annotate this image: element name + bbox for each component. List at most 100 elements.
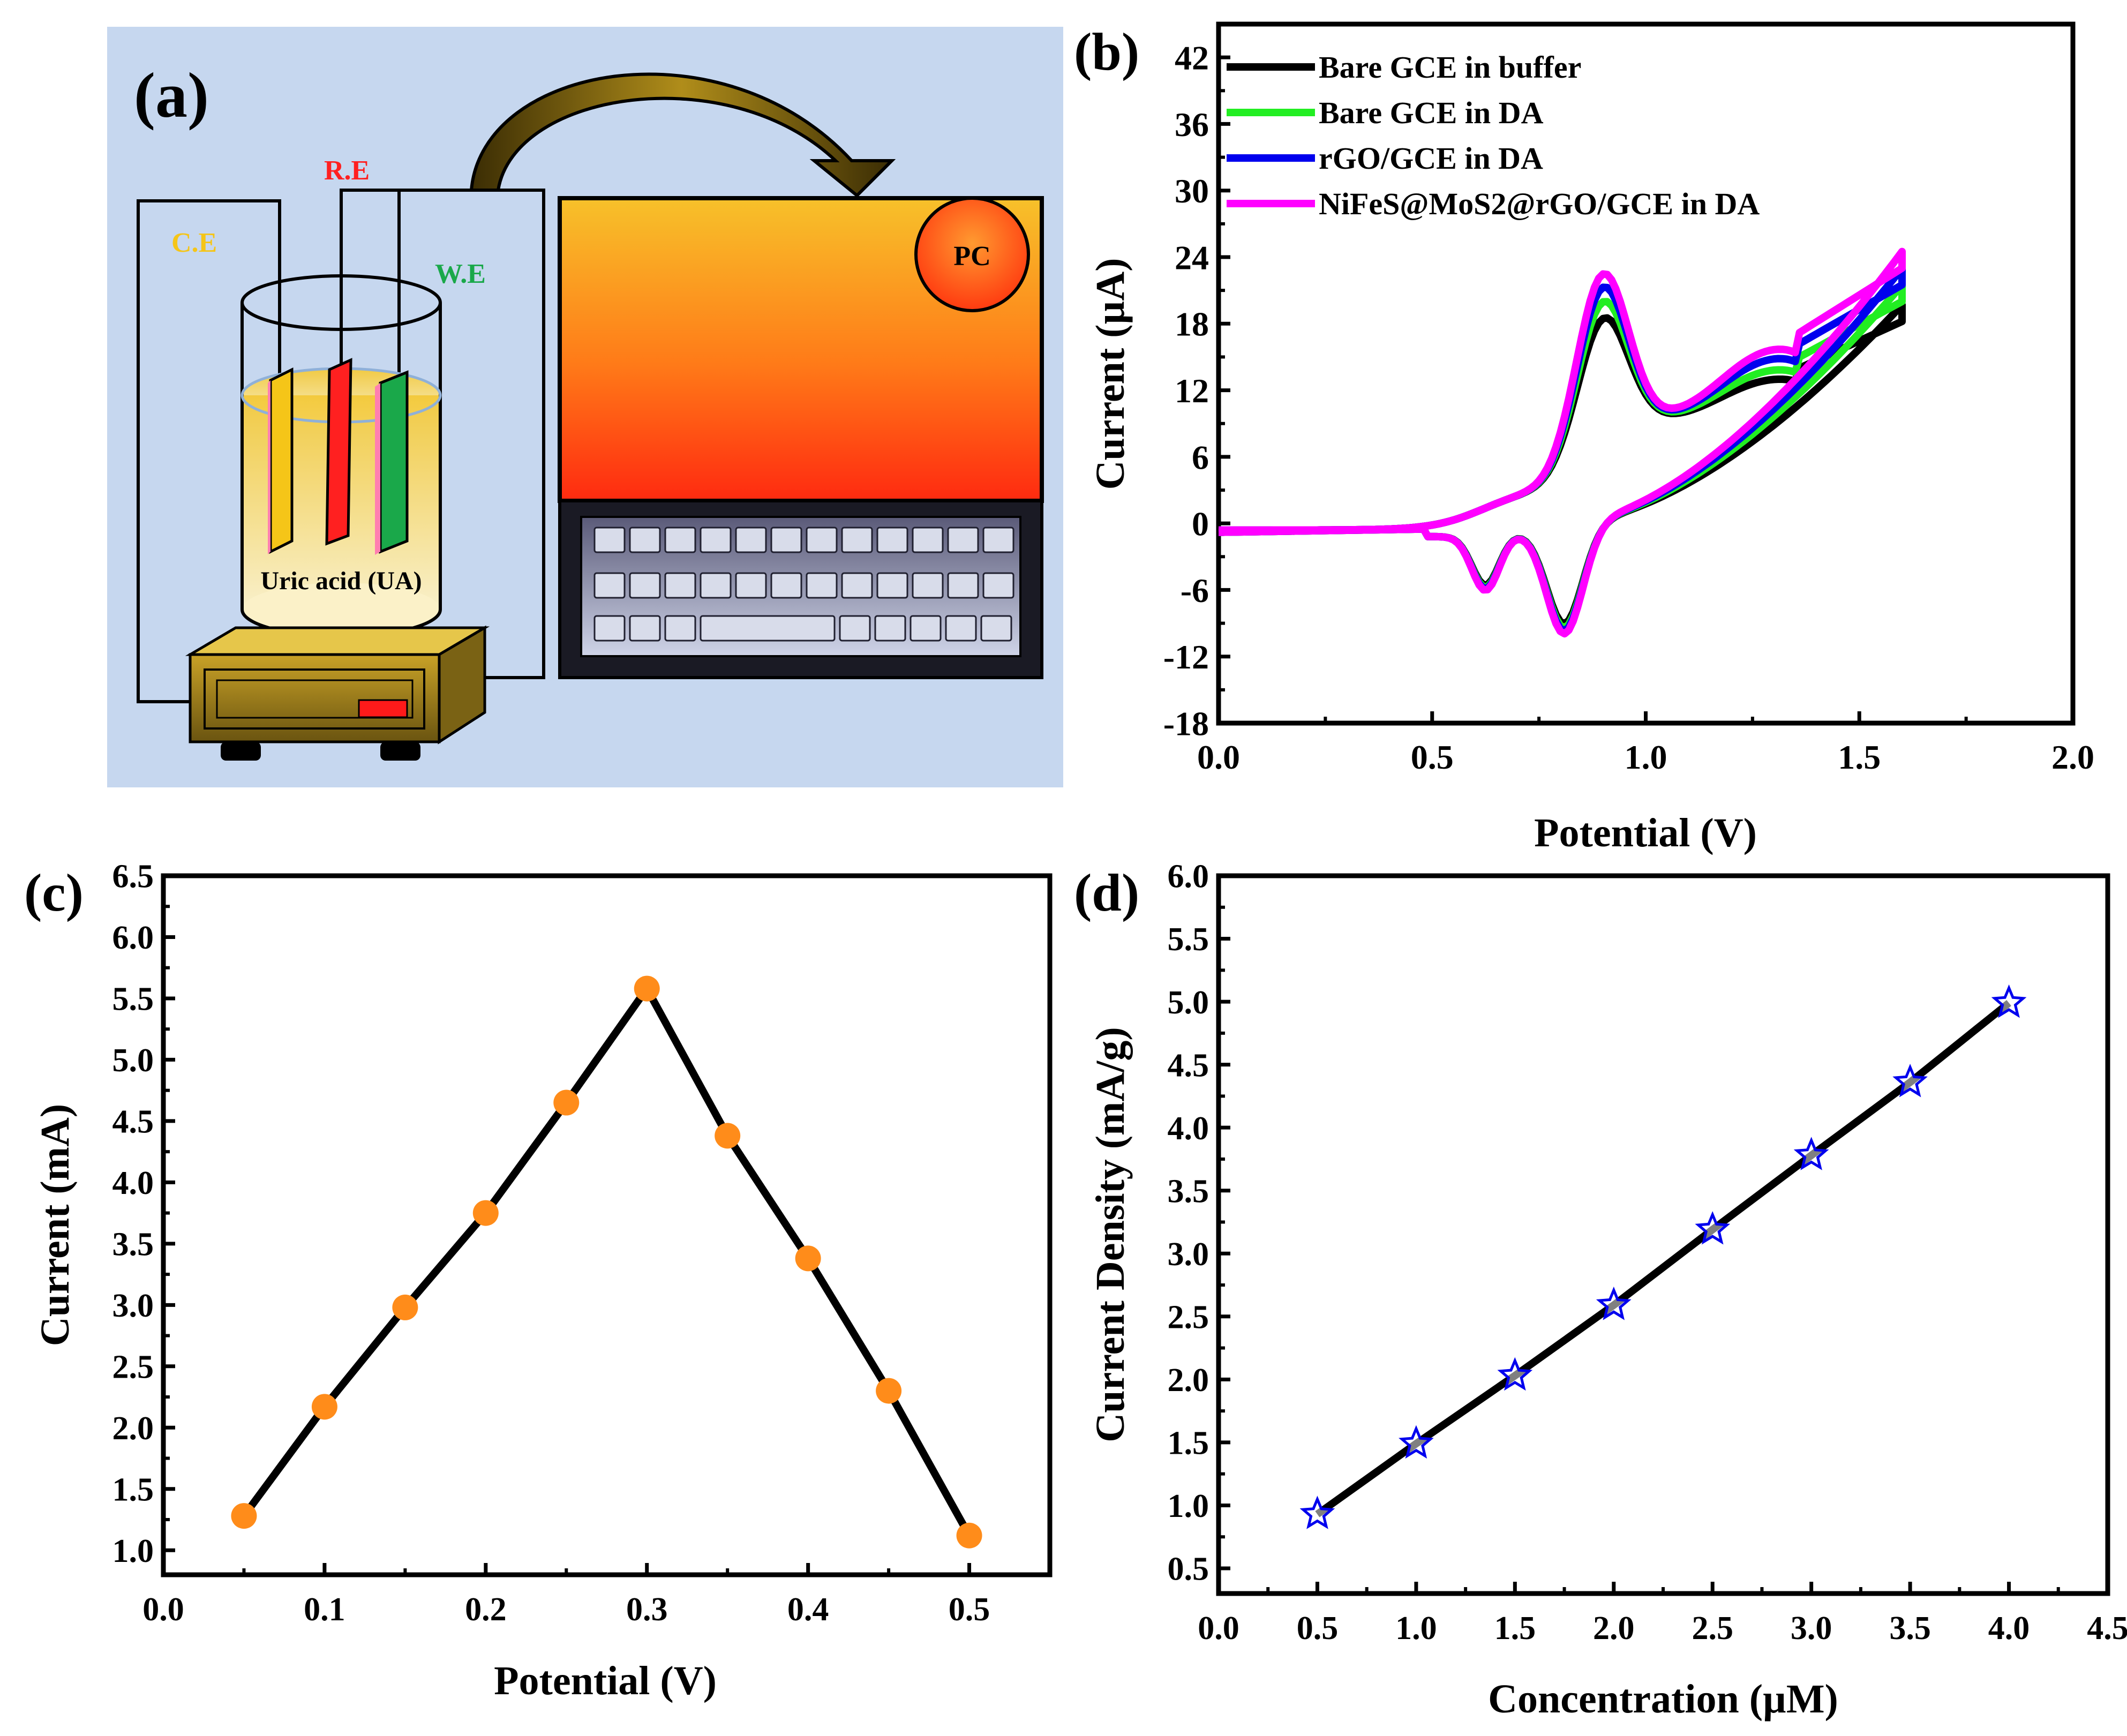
keyboard-key — [912, 527, 944, 553]
transfer-arrow-icon — [469, 72, 896, 198]
data-point — [634, 975, 660, 1002]
keyboard-key — [700, 572, 732, 599]
data-point-star — [1497, 1357, 1533, 1391]
panel-b-xlabel: Potential (V) — [1534, 810, 1757, 855]
keyboard-key — [629, 615, 661, 642]
x-tick-label: 0.0 — [142, 1591, 184, 1628]
x-tick-label: 3.0 — [1791, 1610, 1832, 1647]
computer-icon: PC — [558, 196, 1044, 679]
panel-b-chart: (b) 0.0 0.5 1.0 1.5 2.0 -18 -12 -6 0 6 12 18 24 30 36 4… — [1074, 21, 2094, 855]
x-tick-label: 1.5 — [1838, 738, 1881, 776]
data-point — [231, 1503, 257, 1529]
keyboard-key — [945, 615, 977, 642]
x-tick-label: 0.5 — [1297, 1610, 1339, 1647]
panel-c-label: (c) — [24, 863, 84, 922]
potentiostat-icon — [185, 625, 490, 761]
y-tick-label: 6.5 — [112, 859, 154, 895]
panel-d-xlabel: Concentration (µM) — [1488, 1677, 1838, 1722]
panel-a-label: (a) — [134, 59, 209, 131]
counter-electrode-icon — [269, 367, 294, 554]
y-tick-label: 2.0 — [1168, 1362, 1209, 1399]
keyboard-key — [770, 572, 802, 599]
y-tick-label: 1.0 — [112, 1533, 154, 1569]
keyboard-key — [593, 527, 626, 553]
panel-b-ylabel: Current (µA) — [1088, 258, 1133, 490]
data-point-star — [1399, 1425, 1434, 1459]
panel-d-chart: (d) 0.0 0.5 1.0 1.5 2.0 2.5 3.0 3.5 4.0 4.5 0.5 1.0… — [1074, 859, 2127, 1722]
legend-entry: NiFeS@MoS2@rGO/GCE in DA — [1319, 186, 1760, 221]
y-tick-label: 1.5 — [112, 1471, 154, 1508]
re-label: R.E — [324, 155, 370, 186]
data-point-star — [1892, 1063, 1928, 1098]
y-tick-label: 4.5 — [112, 1104, 154, 1140]
keyboard-key — [770, 527, 802, 553]
keyboard-key — [876, 572, 908, 599]
panel-a-schematic: C.E R.E W.E Uric acid (UA) (a) PC — [107, 27, 1063, 787]
panel-c-frame — [161, 873, 1053, 1577]
data-point-star — [1596, 1287, 1632, 1320]
y-tick-label: 5.5 — [1168, 921, 1209, 958]
panel-b-legend: Bare GCE in buffer Bare GCE in DA rGO/GCE … — [1227, 50, 1760, 221]
keyboard-key — [735, 572, 767, 599]
x-tick-label: 0.1 — [304, 1591, 345, 1628]
y-tick-label: -12 — [1163, 638, 1209, 676]
keyboard-key — [912, 572, 944, 599]
y-tick-label: 2.0 — [112, 1410, 154, 1447]
data-point — [876, 1378, 902, 1404]
y-tick-label: 5.5 — [112, 981, 154, 1018]
panel-b-label: (b) — [1074, 22, 1139, 81]
x-tick-label: 4.0 — [1988, 1610, 2030, 1647]
series-line — [1315, 999, 2011, 1517]
keyboard-key — [700, 615, 836, 642]
solution-label: Uric acid (UA) — [260, 567, 422, 595]
keyboard-key — [629, 527, 661, 553]
data-point — [795, 1245, 821, 1272]
panel-c-chart: (c) 0.0 0.1 0.2 0.3 0.4 0.5 1.0 1.5 2.0 2.5 3.0 3.5… — [24, 859, 1053, 1703]
keyboard-key — [629, 572, 661, 599]
y-tick-label: 18 — [1175, 305, 1209, 343]
keyboard-key — [874, 615, 906, 642]
ce-wire — [137, 199, 281, 703]
x-tick-label: 0.4 — [787, 1591, 829, 1628]
y-tick-label: -6 — [1181, 572, 1209, 610]
data-point — [392, 1294, 418, 1320]
x-tick-label: 0.2 — [465, 1591, 507, 1628]
data-point-star — [1991, 984, 2027, 1018]
panel-c-ylabel: Current (mA) — [33, 1104, 78, 1346]
y-tick-label: 24 — [1175, 238, 1209, 276]
keyboard-key — [593, 615, 626, 642]
keyboard-key — [947, 527, 979, 553]
pc-badge — [914, 197, 1030, 312]
keyboard-key — [982, 572, 1014, 599]
keyboard-key — [664, 572, 696, 599]
series-line — [240, 985, 973, 1538]
panel-d-label: (d) — [1074, 863, 1139, 922]
x-tick-label: 0.5 — [1411, 738, 1454, 776]
panel-c-xlabel: Potential (V) — [494, 1658, 717, 1703]
y-tick-label: 5.0 — [112, 1042, 154, 1079]
y-tick-label: 2.5 — [1168, 1299, 1209, 1336]
y-tick-label: 6 — [1192, 438, 1209, 476]
x-tick-label: 0.0 — [1197, 738, 1240, 776]
legend-entry: Bare GCE in buffer — [1319, 50, 1581, 85]
ce-label: C.E — [171, 228, 217, 258]
keyboard-key — [806, 527, 838, 553]
y-tick-label: 1.0 — [1168, 1488, 1209, 1524]
y-tick-label: -18 — [1163, 704, 1209, 742]
y-tick-label: 3.5 — [112, 1227, 154, 1263]
cv-curve-4 — [1218, 247, 1906, 638]
panel-d-ylabel: Current Density (mA/g) — [1088, 1027, 1133, 1442]
y-tick-label: 3.0 — [1168, 1236, 1209, 1273]
legend-entry: rGO/GCE in DA — [1319, 141, 1543, 176]
y-tick-label: 12 — [1175, 372, 1209, 410]
x-tick-label: 1.0 — [1395, 1610, 1437, 1647]
y-tick-label: 0.5 — [1168, 1551, 1209, 1588]
y-tick-label: 36 — [1175, 106, 1209, 144]
y-tick-label: 4.5 — [1168, 1047, 1209, 1084]
keyboard-key — [593, 572, 626, 599]
y-tick-label: 0 — [1192, 505, 1209, 543]
y-tick-label: 4.0 — [1168, 1110, 1209, 1147]
keyboard-key — [700, 527, 732, 553]
x-tick-label: 3.5 — [1889, 1610, 1931, 1647]
